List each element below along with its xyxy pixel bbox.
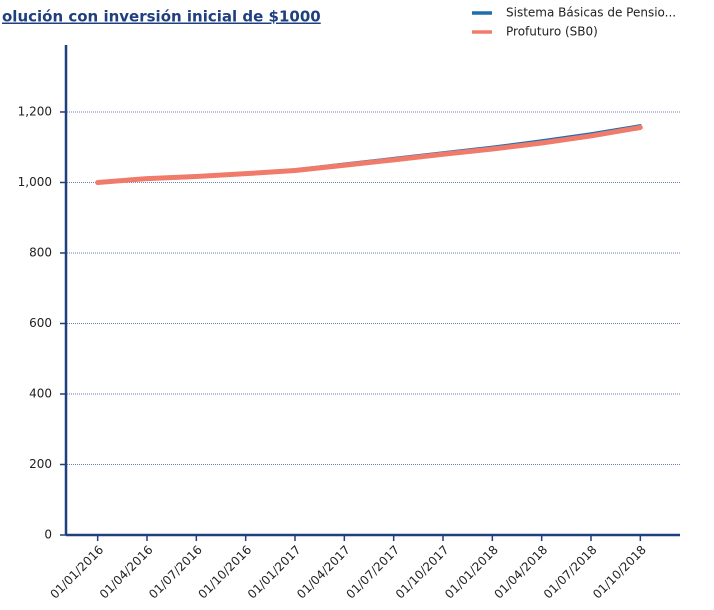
series-line	[96, 124, 642, 184]
y-tick-label: 600	[29, 316, 52, 330]
series-line	[95, 124, 643, 185]
y-tick-label: 200	[29, 457, 52, 471]
y-tick-label: 400	[29, 386, 52, 400]
x-tick-label: 01/10/2018	[590, 543, 649, 602]
chart-title: olución con inversión inicial de $1000	[2, 8, 321, 26]
legend-label: Sistema Básicas de Pensio...	[506, 6, 676, 20]
y-tick-label: 0	[44, 528, 52, 542]
legend-label: Profuturo (SB0)	[506, 25, 598, 39]
y-tick-label: 1,200	[18, 104, 52, 118]
y-tick-label: 800	[29, 245, 52, 259]
y-tick-label: 1,000	[18, 175, 52, 189]
